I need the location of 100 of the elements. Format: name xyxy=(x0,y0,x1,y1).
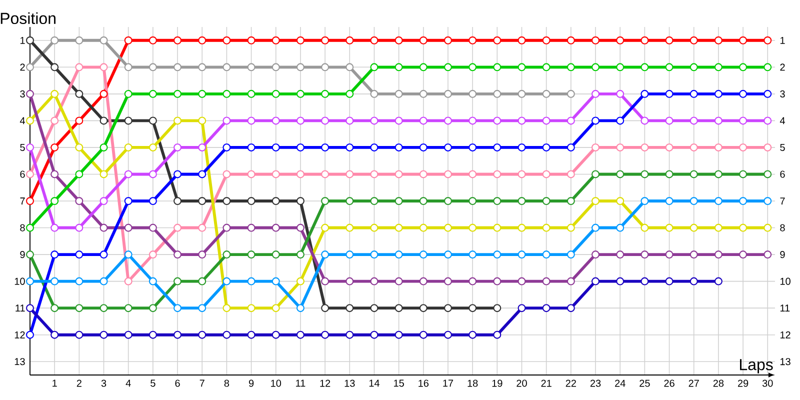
point xyxy=(272,63,280,72)
point xyxy=(100,63,108,72)
y-tick-label: 11 xyxy=(16,304,25,312)
point xyxy=(346,116,354,125)
point xyxy=(394,250,403,259)
point xyxy=(370,277,378,286)
point xyxy=(321,304,330,312)
point xyxy=(566,197,575,206)
point xyxy=(493,36,502,44)
x-tick-label: 18 xyxy=(468,380,478,387)
point xyxy=(566,250,575,259)
point xyxy=(592,36,600,44)
point xyxy=(198,36,206,44)
point xyxy=(50,116,59,125)
point xyxy=(690,170,698,178)
point xyxy=(247,250,256,259)
point xyxy=(640,197,649,206)
point xyxy=(174,304,182,312)
point xyxy=(272,197,280,206)
point xyxy=(370,170,378,178)
point xyxy=(370,90,378,98)
y-tick-label: 13 xyxy=(14,358,25,366)
point xyxy=(247,330,256,339)
point xyxy=(50,197,59,206)
point xyxy=(690,116,698,125)
point xyxy=(148,90,157,98)
x-tick-label: 1 xyxy=(52,380,57,387)
point xyxy=(75,170,84,178)
point xyxy=(148,63,157,72)
y-tick-label: 5 xyxy=(20,144,25,151)
point xyxy=(394,116,403,125)
point xyxy=(444,224,452,232)
point xyxy=(370,250,378,259)
point xyxy=(124,116,132,125)
point xyxy=(444,90,452,98)
point xyxy=(198,224,206,232)
point xyxy=(272,224,280,232)
y-tick-label: 12 xyxy=(14,331,25,338)
y2-tick-label: 11 xyxy=(780,304,790,312)
point xyxy=(690,224,698,232)
point xyxy=(222,304,231,312)
x-tick-label: 5 xyxy=(150,380,156,387)
point xyxy=(26,143,34,152)
point xyxy=(394,224,403,232)
x-tick-label: 3 xyxy=(101,380,106,387)
point xyxy=(394,304,403,312)
point xyxy=(148,304,157,312)
point xyxy=(739,250,748,259)
point xyxy=(247,143,256,152)
point xyxy=(566,90,575,98)
point xyxy=(764,250,772,259)
point xyxy=(542,63,550,72)
point xyxy=(247,170,256,178)
point xyxy=(148,170,157,178)
point xyxy=(592,63,600,72)
point xyxy=(493,304,502,312)
point xyxy=(26,250,34,259)
point xyxy=(493,170,502,178)
x-tick-label: 2 xyxy=(76,380,82,387)
point xyxy=(493,277,502,286)
point xyxy=(468,250,477,259)
point xyxy=(616,197,624,206)
point xyxy=(640,170,649,178)
x-tick-label: 29 xyxy=(738,380,748,387)
point xyxy=(148,250,157,259)
point xyxy=(222,36,231,44)
y2-tick-label: 5 xyxy=(780,144,785,151)
point xyxy=(493,143,502,152)
point xyxy=(26,330,34,339)
point xyxy=(419,63,428,72)
point xyxy=(272,116,280,125)
point xyxy=(592,143,600,152)
x-tick-label: 11 xyxy=(296,380,306,387)
point xyxy=(100,330,108,339)
point xyxy=(419,330,428,339)
point xyxy=(174,90,182,98)
point xyxy=(665,277,674,286)
point xyxy=(124,304,132,312)
point xyxy=(346,170,354,178)
point xyxy=(739,36,748,44)
point xyxy=(321,63,330,72)
x-tick-label: 6 xyxy=(175,380,180,387)
point xyxy=(419,304,428,312)
point xyxy=(100,304,108,312)
point xyxy=(419,170,428,178)
point xyxy=(247,277,256,286)
point xyxy=(640,90,649,98)
point xyxy=(739,224,748,232)
point xyxy=(370,36,378,44)
point xyxy=(174,170,182,178)
point xyxy=(394,90,403,98)
point xyxy=(174,116,182,125)
point xyxy=(321,224,330,232)
point xyxy=(444,277,452,286)
y2-tick-label: 10 xyxy=(780,278,790,285)
point xyxy=(592,170,600,178)
point xyxy=(346,143,354,152)
point xyxy=(665,250,674,259)
point xyxy=(26,224,34,232)
point xyxy=(174,330,182,339)
